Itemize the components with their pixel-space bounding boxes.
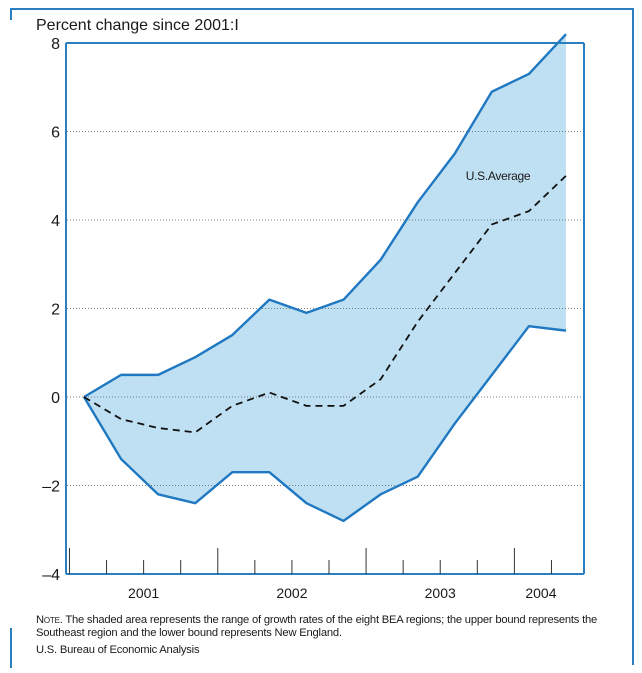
year-label-2002: 2002: [276, 585, 307, 601]
chart-note: Note. The shaded area represents the ran…: [36, 614, 606, 640]
chart-frame: [10, 8, 634, 665]
x-tick-marks: [68, 548, 552, 574]
y-tick-label-6: 8: [51, 36, 60, 53]
y-tick-label-0: –4: [42, 567, 60, 584]
series-lines: [82, 33, 567, 523]
year-label-2004: 2004: [525, 585, 556, 601]
range-area: [84, 34, 566, 521]
y-tick-label-4: 4: [51, 213, 60, 230]
range-area-fill: [84, 34, 566, 521]
year-labels: 2001 2002 2003 2004: [128, 585, 557, 601]
lower-bound-line: [82, 325, 567, 523]
y-axis-label: Percent change since 2001:I: [36, 17, 239, 34]
year-label-2003: 2003: [425, 585, 456, 601]
y-tick-label-5: 6: [51, 125, 60, 142]
annotations: U.S.Average: [466, 169, 531, 183]
frame-left-rule-top: [10, 8, 12, 20]
axes: [65, 42, 585, 575]
chart-source: U.S. Bureau of Economic Analysis: [36, 644, 200, 656]
y-tick-label-2: 0: [51, 390, 60, 407]
gridlines: [67, 131, 584, 486]
frame-left-rule-bottom: [10, 628, 12, 668]
y-tick-label-1: –2: [42, 479, 60, 496]
upper-bound-line: [83, 33, 567, 399]
y-tick-labels: –4 –2 0 2 4 6 8: [42, 36, 60, 584]
note-prefix: Note.: [36, 614, 63, 626]
year-label-2001: 2001: [128, 585, 159, 601]
us-average-annotation: U.S.Average: [466, 169, 531, 183]
us-average-line: [83, 175, 567, 434]
note-text: The shaded area represents the range of …: [36, 614, 598, 639]
y-tick-label-3: 2: [51, 302, 60, 319]
